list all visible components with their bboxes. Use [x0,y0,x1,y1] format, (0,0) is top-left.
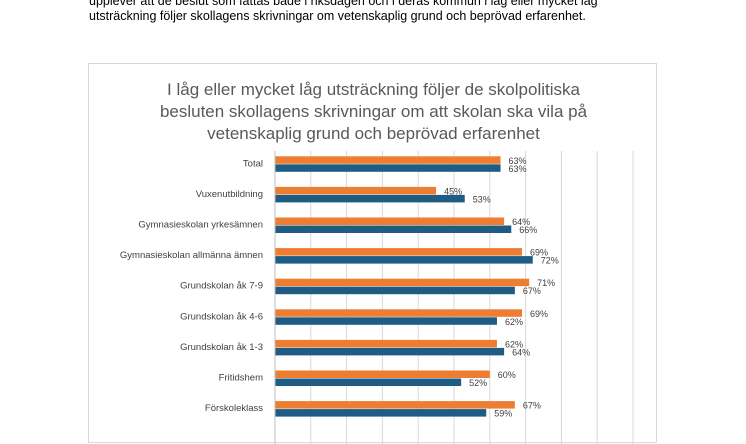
bar [275,401,515,409]
bar [275,217,505,225]
data-label: 67% [523,401,541,411]
category-label: Grundskolan åk 4-6 [180,311,263,322]
document-text: upplever att de beslut som fattas både i… [89,0,689,24]
data-label: 67% [523,286,541,296]
category-label: Grundskolan åk 7-9 [180,281,263,292]
category-label: Vuxenutbildning [196,189,263,200]
category-label: Förskoleklass [205,403,263,414]
chart-container: I låg eller mycket låg utsträckning följ… [88,63,658,444]
bar [275,317,497,325]
bar [275,278,530,287]
data-label: 53% [473,194,491,204]
bar-chart-plot: Total 63%63% Vuxenutbildning 45% 53% Gymnasie… [120,151,634,444]
category-label: Fritidshem [219,373,263,384]
chart-title-line-1: I låg eller mycket låg utsträckning följ… [167,80,580,99]
chart-title-line-2: besluten skollagens skrivningar om att s… [159,102,588,121]
category-label: Grundskolan åk 1-3 [180,342,263,353]
data-label: 66% [519,225,537,235]
bar [275,309,523,317]
data-label: 59% [494,409,512,419]
bar [275,339,497,348]
bar [275,156,501,164]
data-label: 71% [537,278,555,288]
data-label: 69% [530,248,548,258]
data-label: 64% [512,217,530,227]
document-line-1: upplever att de beslut som fattas både i… [89,0,598,8]
category-label: Total [243,158,263,169]
data-label: 62% [505,317,523,327]
data-label: 45% [444,186,462,196]
bar [275,286,515,295]
bar [275,164,501,172]
category-label: Gymnasieskolan allmänna ämnen [120,250,263,261]
bar [275,256,533,264]
document-line-2: utsträckning följer skollagens skrivning… [89,9,586,23]
bar [275,186,437,195]
bar [275,370,490,378]
bar [275,248,523,256]
bar [275,194,465,203]
data-label: 72% [541,256,559,266]
bar [275,378,462,386]
data-label: 63% [509,164,527,174]
data-label: 64% [512,347,530,357]
chart-title: I låg eller mycket låg utsträckning följ… [89,79,658,145]
data-label: 63% [509,156,527,166]
bar [275,409,487,417]
bar [275,347,505,356]
data-label: 69% [530,309,548,319]
data-label: 52% [469,378,487,388]
data-label: 62% [505,339,523,349]
bar [275,225,512,233]
data-label: 60% [498,370,516,380]
category-label: Gymnasieskolan yrkesämnen [138,220,263,231]
chart-title-line-3: vetenskaplig grund och beprövad erfarenh… [207,124,540,143]
